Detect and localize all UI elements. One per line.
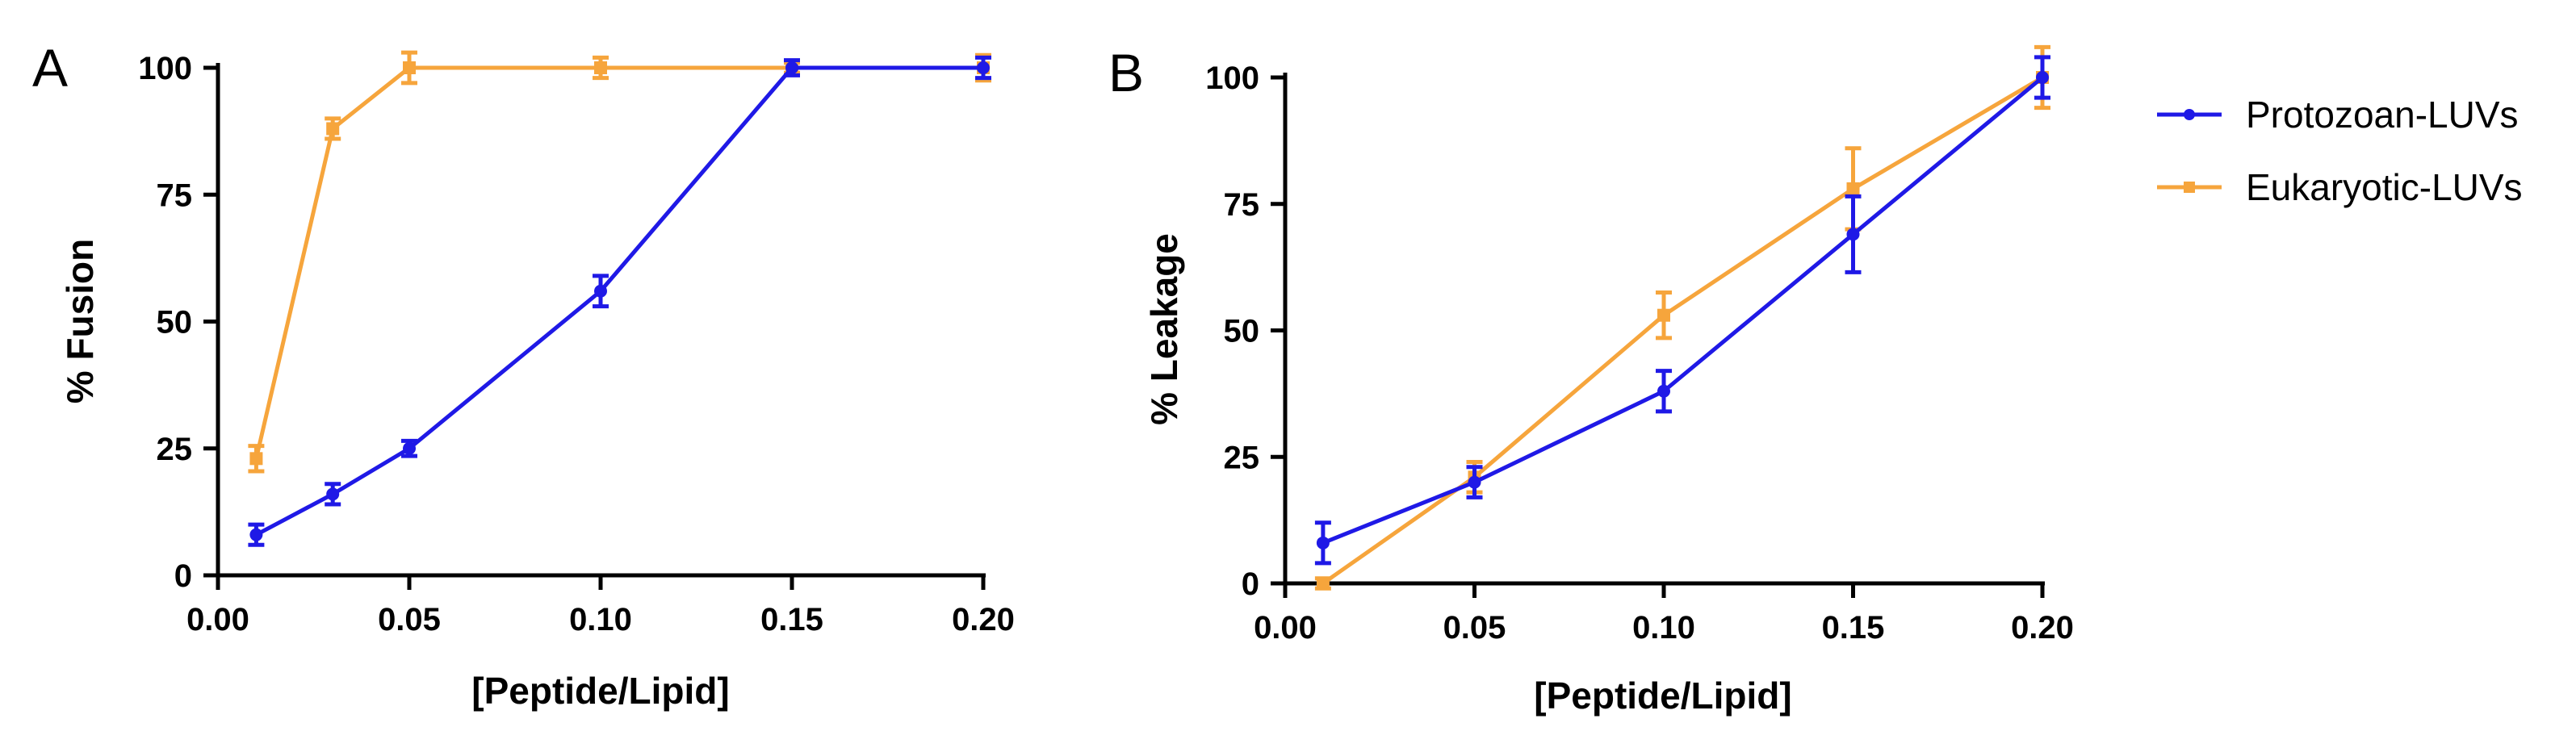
panel-b: B 0 25 50 75 100 0.00 0.05 0.10 0.15 0.20 [Peptide/… [1108, 43, 2074, 717]
data-point [403, 441, 416, 455]
x-tick-label: 0.05 [378, 602, 441, 637]
series-line-eukaryotic [1322, 75, 2044, 586]
x-tick-label: 0.10 [569, 602, 632, 637]
data-point [1316, 536, 1330, 550]
x-tick-label: 0.00 [186, 602, 249, 637]
x-axis-title: [Peptide/Lipid] [471, 670, 729, 712]
series-line-eukaryotic [253, 65, 983, 459]
series-eukaryotic [1314, 44, 2050, 591]
series-line-protozoan [1322, 76, 2044, 545]
data-point [326, 122, 340, 136]
legend-label: Eukaryotic-LUVs [2246, 166, 2523, 208]
data-point [594, 61, 607, 74]
series-protozoan [1314, 55, 2050, 566]
data-point [1657, 308, 1670, 322]
y-tick-label: 25 [157, 432, 193, 467]
legend-marker [2184, 182, 2195, 193]
y-tick-label: 0 [1242, 566, 1259, 602]
panel-a: A 0 25 50 75 100 0.00 0.05 0.10 0.15 0.20 [Peptide/… [32, 38, 1015, 712]
series-protozoan [248, 55, 991, 547]
x-tick-label: 0.05 [1443, 610, 1506, 646]
y-tick-label: 0 [174, 558, 192, 594]
data-point [249, 528, 263, 541]
y-tick-label: 75 [157, 178, 193, 213]
y-tick-label: 100 [1205, 61, 1259, 96]
x-tick-label: 0.20 [952, 602, 1015, 637]
y-tick-label: 100 [138, 51, 192, 86]
data-point [249, 452, 263, 466]
x-tick-label: 0.10 [1632, 610, 1695, 646]
data-point [1657, 384, 1670, 398]
legend-entry-protozoan: Protozoan-LUVs [2157, 94, 2519, 136]
x-tick-label: 0.15 [1822, 610, 1885, 646]
y-tick-label: 50 [157, 305, 193, 341]
series-eukaryotic [248, 50, 991, 474]
panel-label: A [32, 38, 68, 98]
y-tick-label: 50 [1224, 314, 1260, 349]
data-point [785, 61, 798, 74]
data-point [594, 284, 607, 298]
legend-label: Protozoan-LUVs [2246, 94, 2519, 136]
x-tick-label: 0.00 [1254, 610, 1317, 646]
data-point [1846, 182, 1860, 195]
series-line-protozoan [255, 65, 983, 537]
data-point [1468, 475, 1481, 489]
y-tick-label: 75 [1224, 187, 1260, 223]
x-tick-label: 0.20 [2011, 610, 2074, 646]
data-point [326, 487, 340, 501]
data-point [1316, 577, 1330, 590]
legend-entry-eukaryotic: Eukaryotic-LUVs [2157, 166, 2523, 208]
panel-label: B [1108, 43, 1144, 102]
y-axis-title: % Fusion [59, 239, 101, 403]
data-point [977, 61, 990, 74]
data-point [2036, 71, 2049, 84]
y-axis-title: % Leakage [1143, 233, 1185, 425]
x-axis-title: [Peptide/Lipid] [1534, 675, 1791, 717]
y-tick-label: 25 [1224, 440, 1260, 475]
legend-marker [2184, 109, 2195, 120]
legend: Protozoan-LUVs Eukaryotic-LUVs [2157, 94, 2523, 208]
x-tick-label: 0.15 [760, 602, 823, 637]
data-point [1846, 228, 1860, 241]
data-point [403, 61, 416, 74]
